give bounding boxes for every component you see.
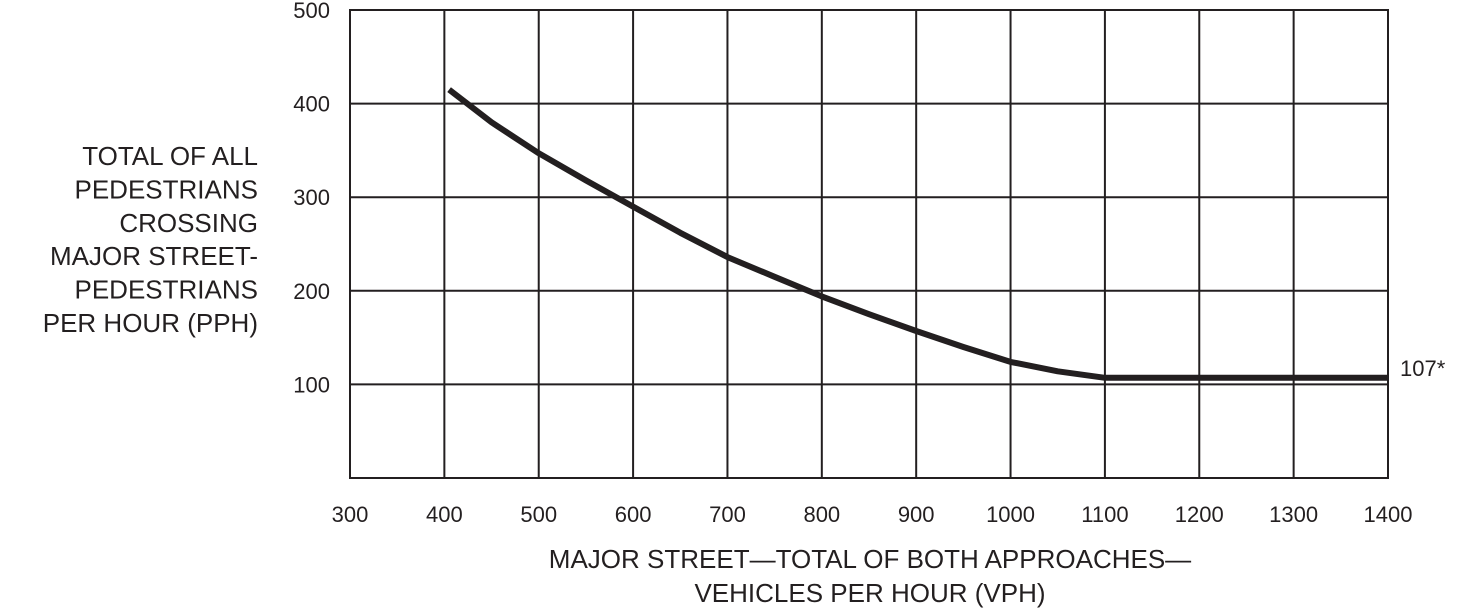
x-axis-ticks: 300 400 500 600 700 800 900 1000 1100 1200 1300 140… <box>332 502 1413 527</box>
y-axis-title-line: PER HOUR (PPH) <box>43 308 258 338</box>
x-tick-label: 600 <box>615 502 652 527</box>
y-axis-title-line: PEDESTRIANS <box>75 275 259 305</box>
y-tick-label: 400 <box>293 92 330 117</box>
y-axis-title-line: PEDESTRIANS <box>75 174 259 204</box>
y-axis-ticks: 100 200 300 400 500 <box>293 0 330 397</box>
x-tick-label: 1000 <box>986 502 1035 527</box>
y-axis-title-line: MAJOR STREET- <box>50 241 258 271</box>
x-tick-label: 700 <box>709 502 746 527</box>
x-tick-label: 1200 <box>1175 502 1224 527</box>
y-axis-title-line: CROSSING <box>119 208 258 238</box>
y-tick-label: 300 <box>293 185 330 210</box>
x-tick-label: 300 <box>332 502 369 527</box>
x-tick-label: 1300 <box>1269 502 1318 527</box>
x-tick-label: 500 <box>520 502 557 527</box>
y-tick-label: 100 <box>293 372 330 397</box>
x-tick-label: 1100 <box>1081 502 1128 527</box>
x-axis-title-line: MAJOR STREET—TOTAL OF BOTH APPROACHES— <box>549 544 1191 574</box>
y-axis-title-line: TOTAL OF ALL <box>82 141 258 171</box>
grid <box>350 10 1388 478</box>
x-axis-title-line: VEHICLES PER HOUR (VPH) <box>694 578 1045 608</box>
y-tick-label: 500 <box>293 0 330 23</box>
x-tick-label: 800 <box>803 502 840 527</box>
y-axis-title: TOTAL OF ALL PEDESTRIANS CROSSING MAJOR STR… <box>43 141 258 338</box>
plot-frame <box>349 9 1389 479</box>
x-tick-label: 400 <box>426 502 463 527</box>
series-line <box>447 87 1388 381</box>
series-layer <box>447 87 1388 381</box>
x-tick-label: 1400 <box>1364 502 1413 527</box>
annotations: 107* <box>1400 356 1446 381</box>
y-tick-label: 200 <box>293 279 330 304</box>
annotation-label: 107* <box>1400 356 1446 381</box>
x-axis-title: MAJOR STREET—TOTAL OF BOTH APPROACHES— VE… <box>549 544 1191 608</box>
x-tick-label: 900 <box>898 502 935 527</box>
